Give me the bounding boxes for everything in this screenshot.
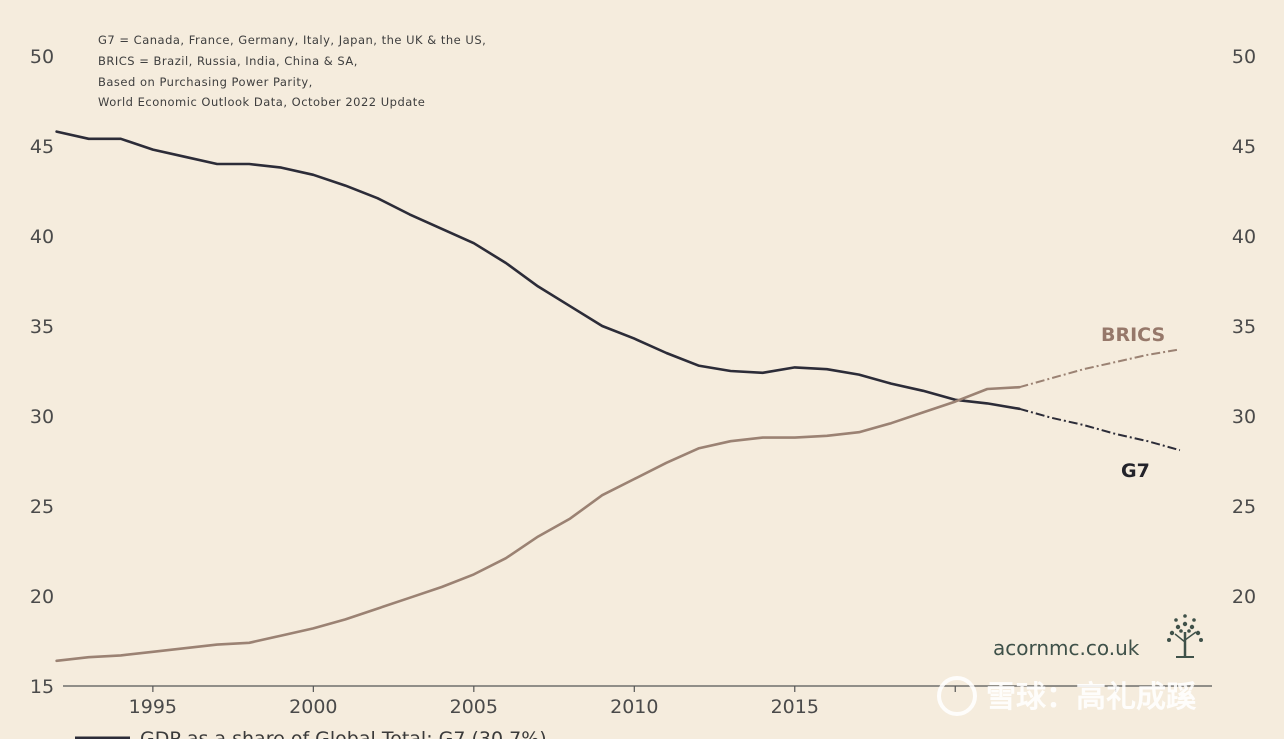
note-line-1: G7 = Canada, France, Germany, Italy, Jap… bbox=[98, 33, 486, 47]
x-tick-label: 1995 bbox=[129, 696, 177, 718]
x-tick-label: 2000 bbox=[289, 696, 337, 718]
x-tick-label: 2005 bbox=[450, 696, 498, 718]
y-tick-label-left: 30 bbox=[30, 406, 54, 428]
x-tick-label: 2010 bbox=[610, 696, 658, 718]
brand-text: acornmc.co.uk bbox=[993, 636, 1140, 660]
y-tick-label-left: 20 bbox=[30, 586, 54, 608]
legend-label: GDP as a share of Global Total: G7 (30.7… bbox=[140, 728, 547, 739]
y-tick-label-right: 45 bbox=[1232, 136, 1256, 158]
y-tick-label-right: 25 bbox=[1232, 496, 1256, 518]
note-line-2: BRICS = Brazil, Russia, India, China & S… bbox=[98, 54, 358, 68]
y-tick-label-right: 20 bbox=[1232, 586, 1256, 608]
chart-series bbox=[55, 130, 1181, 663]
watermark-text: 雪球：高礼成蹊 bbox=[986, 680, 1197, 715]
y-tick-label-left: 40 bbox=[30, 226, 54, 248]
series-line-g7 bbox=[55, 130, 1021, 411]
y-tick-label-right: 40 bbox=[1232, 226, 1256, 248]
y-tick-label-left: 15 bbox=[30, 676, 54, 698]
series-label-brics: BRICS bbox=[1101, 324, 1165, 346]
x-tick-label: 2015 bbox=[771, 696, 819, 718]
y-tick-label-right: 30 bbox=[1232, 406, 1256, 428]
watermark: 雪球：高礼成蹊 bbox=[937, 676, 1197, 716]
legend: GDP as a share of Global Total: G7 (30.7… bbox=[75, 728, 547, 739]
series-projection-brics bbox=[1019, 348, 1181, 389]
watermark-logo-icon bbox=[937, 676, 977, 716]
series-label-g7: G7 bbox=[1121, 460, 1150, 482]
y-tick-label-left: 45 bbox=[30, 136, 54, 158]
y-tick-label-left: 35 bbox=[30, 316, 54, 338]
series-projection-g7 bbox=[1019, 407, 1181, 452]
y-tick-label-left: 25 bbox=[30, 496, 54, 518]
chart-axes: 1995 2000 2005 2010 2015 15 20 20 25 25 30 30 35 35 40… bbox=[30, 46, 1256, 718]
y-tick-label-right: 35 bbox=[1232, 316, 1256, 338]
series-line-brics bbox=[55, 385, 1021, 663]
tree-logo-icon bbox=[1167, 614, 1203, 658]
y-tick-label-left: 50 bbox=[30, 46, 54, 68]
note-line-3: Based on Purchasing Power Parity, bbox=[98, 75, 313, 89]
note-line-4: World Economic Outlook Data, October 202… bbox=[98, 95, 425, 109]
y-tick-label-right: 50 bbox=[1232, 46, 1256, 68]
